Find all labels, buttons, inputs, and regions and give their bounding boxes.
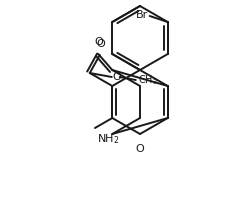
Text: O: O <box>135 144 144 154</box>
Text: NH$_2$: NH$_2$ <box>96 132 119 146</box>
Text: O: O <box>96 39 105 49</box>
Text: Br: Br <box>135 10 147 20</box>
Text: O: O <box>112 72 121 82</box>
Text: CH$_3$: CH$_3$ <box>137 73 157 87</box>
Text: O: O <box>94 37 102 47</box>
